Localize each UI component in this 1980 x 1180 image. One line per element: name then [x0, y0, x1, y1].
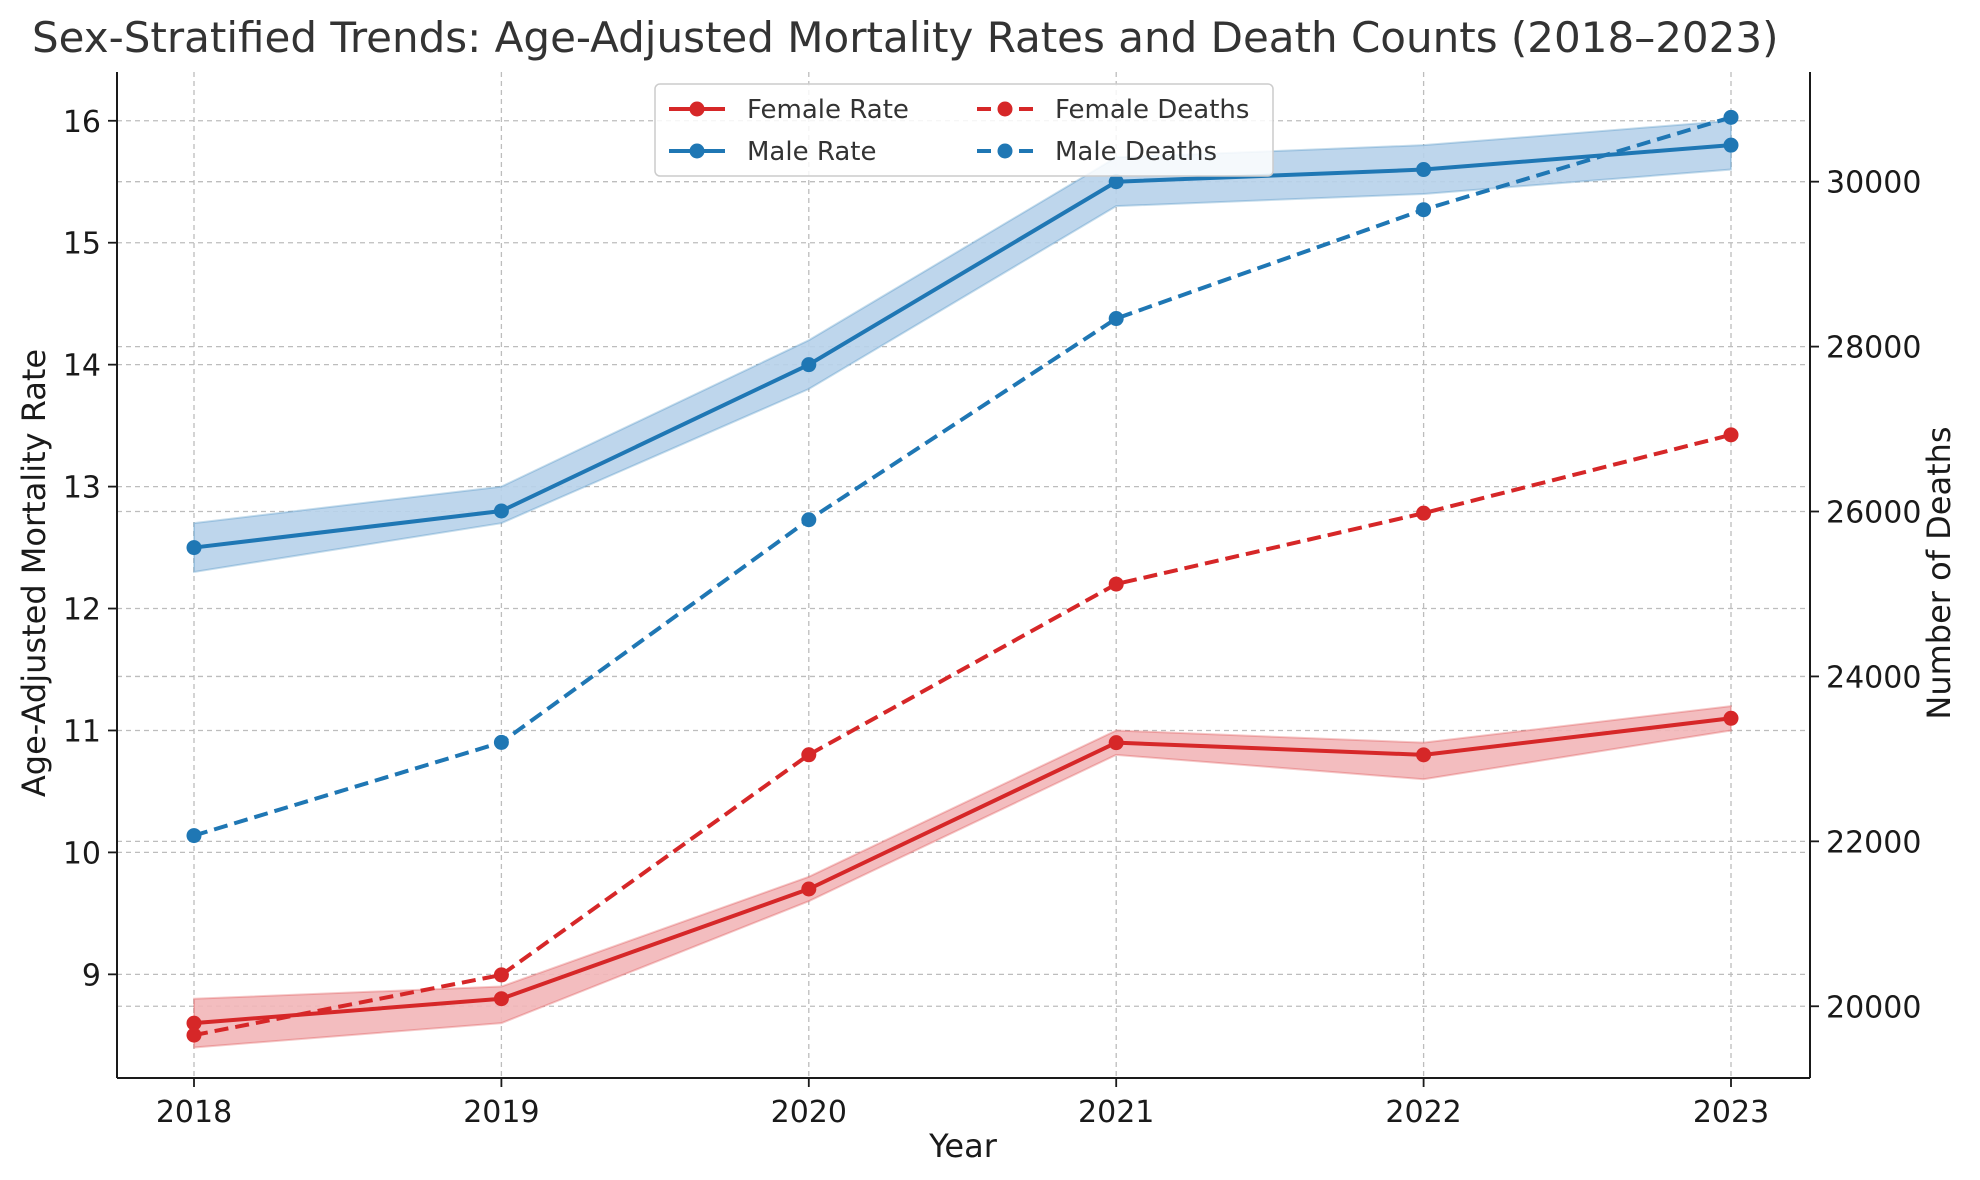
female-rate-point-2018	[186, 1015, 202, 1031]
y-right-tick-label-28000: 28000	[1826, 331, 1921, 366]
y-right-tick-label-20000: 20000	[1826, 990, 1921, 1025]
legend-marker-female-rate	[689, 101, 705, 117]
male-deaths-point-2020	[801, 512, 817, 528]
female-deaths-point-2023	[1723, 427, 1739, 443]
male-rate-band	[193, 119, 1732, 574]
male-rate-point-2021	[1108, 174, 1124, 190]
male-deaths-point-2023	[1723, 109, 1739, 125]
legend-marker-female-deaths	[997, 101, 1013, 117]
x-tick-label-2021: 2021	[1078, 1095, 1154, 1130]
female-deaths-point-2018	[186, 1027, 202, 1043]
male-deaths-point-2019	[493, 734, 509, 750]
female-rate-point-2021	[1108, 735, 1124, 751]
chart-title: Sex-Stratified Trends: Age-Adjusted Mort…	[32, 13, 1778, 62]
female-rate-band	[193, 704, 1732, 1049]
y-left-tick-label-13: 13	[63, 471, 101, 506]
legend-box	[654, 83, 1274, 177]
y-right-tick-label-26000: 26000	[1826, 496, 1921, 531]
legend: Female Rate Male Rate Female Deaths Male De…	[654, 83, 1274, 177]
male-rate-line	[193, 143, 1732, 550]
female-deaths-point-2019	[493, 967, 509, 983]
female-deaths-line	[193, 432, 1732, 1038]
male-rate-point-2023	[1723, 137, 1739, 153]
female-rate-point-2023	[1723, 710, 1739, 726]
x-tick-label-2018: 2018	[156, 1095, 232, 1130]
x-tick-label-2019: 2019	[463, 1095, 539, 1130]
series-lines	[193, 115, 1732, 1038]
female-rate-point-2022	[1416, 747, 1432, 763]
female-rate-point-2019	[493, 991, 509, 1007]
male-deaths-point-2022	[1416, 202, 1432, 218]
male-rate-point-2022	[1416, 162, 1432, 178]
y-left-tick-label-10: 10	[63, 836, 101, 871]
male-rate-point-2018	[186, 540, 202, 556]
female-deaths-point-2021	[1108, 576, 1124, 592]
y-right-axis-title: Number of Deaths	[1920, 426, 1958, 719]
x-tick-label-2020: 2020	[771, 1095, 847, 1130]
legend-label-male-rate: Male Rate	[747, 137, 876, 167]
legend-label-male-deaths: Male Deaths	[1055, 137, 1217, 167]
y-left-tick-label-14: 14	[63, 349, 101, 384]
y-left-tick-label-12: 12	[63, 593, 101, 628]
female-rate-line	[193, 716, 1732, 1026]
male-rate-point-2019	[493, 503, 509, 519]
axes: 2018 2019 2020 2021 2022 2023 9 10 11 12 13 14 15 16 2…	[63, 72, 1921, 1130]
male-deaths-point-2018	[186, 828, 202, 844]
y-left-tick-label-16: 16	[63, 105, 101, 140]
legend-marker-male-deaths	[997, 143, 1013, 159]
y-right-tick-label-30000: 30000	[1826, 166, 1921, 201]
legend-label-female-rate: Female Rate	[747, 95, 909, 125]
y-right-tick-label-24000: 24000	[1826, 660, 1921, 695]
x-tick-label-2022: 2022	[1385, 1095, 1461, 1130]
male-deaths-line	[193, 115, 1732, 838]
y-left-axis-title: Age-Adjusted Mortality Rate	[15, 349, 53, 797]
x-tick-label-2023: 2023	[1693, 1095, 1769, 1130]
legend-marker-male-rate	[689, 143, 705, 159]
y-left-tick-label-9: 9	[82, 958, 101, 993]
x-axis-title: Year	[928, 1127, 998, 1165]
legend-label-female-deaths: Female Deaths	[1055, 95, 1249, 125]
confidence-bands	[193, 119, 1732, 1049]
y-left-tick-label-15: 15	[63, 227, 101, 262]
grid	[117, 72, 1810, 1078]
female-rate-point-2020	[801, 881, 817, 897]
y-left-tick-label-11: 11	[63, 714, 101, 749]
male-deaths-point-2021	[1108, 311, 1124, 327]
y-right-tick-label-22000: 22000	[1826, 825, 1921, 860]
male-rate-point-2020	[801, 357, 817, 373]
female-deaths-point-2020	[801, 747, 817, 763]
series-markers	[186, 109, 1739, 1043]
female-deaths-point-2022	[1416, 505, 1432, 521]
